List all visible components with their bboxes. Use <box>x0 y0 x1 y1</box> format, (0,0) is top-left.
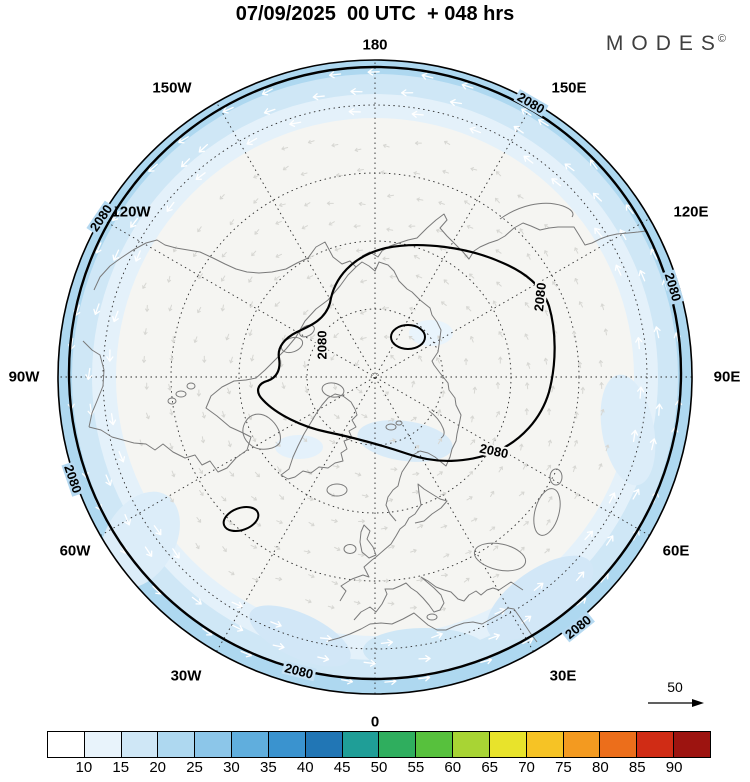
lon-label-60e: 60E <box>662 542 690 560</box>
wind-arrows <box>67 68 683 686</box>
colorbar-cell <box>84 732 122 757</box>
colorbar-cell <box>305 732 343 757</box>
reference-arrow-value: 50 <box>667 679 683 695</box>
colorbar-cell <box>489 732 527 757</box>
colorbar-tick: 35 <box>259 759 277 776</box>
small-closed-contour-lower-left <box>222 505 260 533</box>
colorbar-tick: 45 <box>333 759 351 776</box>
colorbar-tick: 15 <box>112 759 130 776</box>
colorbar-tick: 80 <box>591 759 609 776</box>
colorbar-cell <box>674 732 710 757</box>
lon-label-0: 0 <box>370 713 380 731</box>
inner-contour-2080 <box>257 244 556 462</box>
colorbar-cell <box>232 732 269 757</box>
colorbar-tick: 75 <box>555 759 572 776</box>
outer-contour-2080 <box>67 65 683 681</box>
lon-label-30e: 30E <box>549 667 577 685</box>
colorbar-cell <box>195 732 233 757</box>
polar-map-canvas <box>57 59 704 707</box>
colorbar-cell <box>563 732 601 757</box>
lon-label-150e: 150E <box>551 79 587 97</box>
lon-label-150w: 150W <box>152 79 192 97</box>
colorbar-tick: 50 <box>370 759 388 776</box>
colorbar-cell <box>453 732 490 757</box>
colorbar-cell <box>416 732 454 757</box>
colorbar-tick-labels: 10 15 20 25 30 35 40 45 50 55 60 65 70 75 80 85 90 <box>47 759 711 779</box>
colorbar-cell <box>268 732 306 757</box>
lon-label-180: 180 <box>362 36 388 54</box>
colorbar <box>47 731 711 758</box>
contour-label-inner-left: 2080 <box>314 328 330 362</box>
map-content <box>58 60 692 694</box>
colorbar-cell <box>600 732 638 757</box>
page-title: 07/09/2025 00 UTC + 048 hrs <box>235 3 515 25</box>
colorbar-tick: 25 <box>186 759 203 776</box>
coastlines <box>82 202 647 643</box>
lon-label-120e: 120E <box>673 203 709 221</box>
wind-shading-bands <box>58 60 692 694</box>
lon-label-90w: 90W <box>8 368 40 386</box>
colorbar-cell <box>121 732 159 757</box>
colorbar-cell <box>637 732 675 757</box>
reference-arrow <box>648 699 704 707</box>
colorbar-tick: 65 <box>481 759 498 776</box>
lon-label-90e: 90E <box>713 368 741 386</box>
lon-label-120w: 120W <box>111 203 151 221</box>
colorbar-tick: 55 <box>407 759 425 776</box>
small-closed-contour-polar <box>390 324 426 350</box>
modes-logo-text: MODES <box>605 32 723 55</box>
modes-logo-copyright: © <box>717 33 726 45</box>
colorbar-cell <box>48 732 85 757</box>
colorbar-tick: 20 <box>149 759 166 776</box>
colorbar-tick: 60 <box>444 759 462 776</box>
height-contours <box>67 65 683 681</box>
colorbar-tick: 90 <box>665 759 683 776</box>
colorbar-tick: 70 <box>518 759 535 776</box>
colorbar-cell <box>158 732 196 757</box>
colorbar-cell <box>342 732 380 757</box>
colorbar-tick: 30 <box>223 759 240 776</box>
map-boundary-circle <box>57 59 693 695</box>
colorbar-tick: 10 <box>75 759 93 776</box>
modes-logo: MODES© <box>606 32 726 56</box>
colorbar-tick: 85 <box>628 759 646 776</box>
contour-label-inner-right: 2080 <box>531 279 549 315</box>
lon-label-60w: 60W <box>59 542 91 560</box>
lon-label-30w: 30W <box>170 667 202 685</box>
colorbar-cell <box>526 732 564 757</box>
colorbar-tick: 40 <box>296 759 314 776</box>
colorbar-cell <box>379 732 417 757</box>
